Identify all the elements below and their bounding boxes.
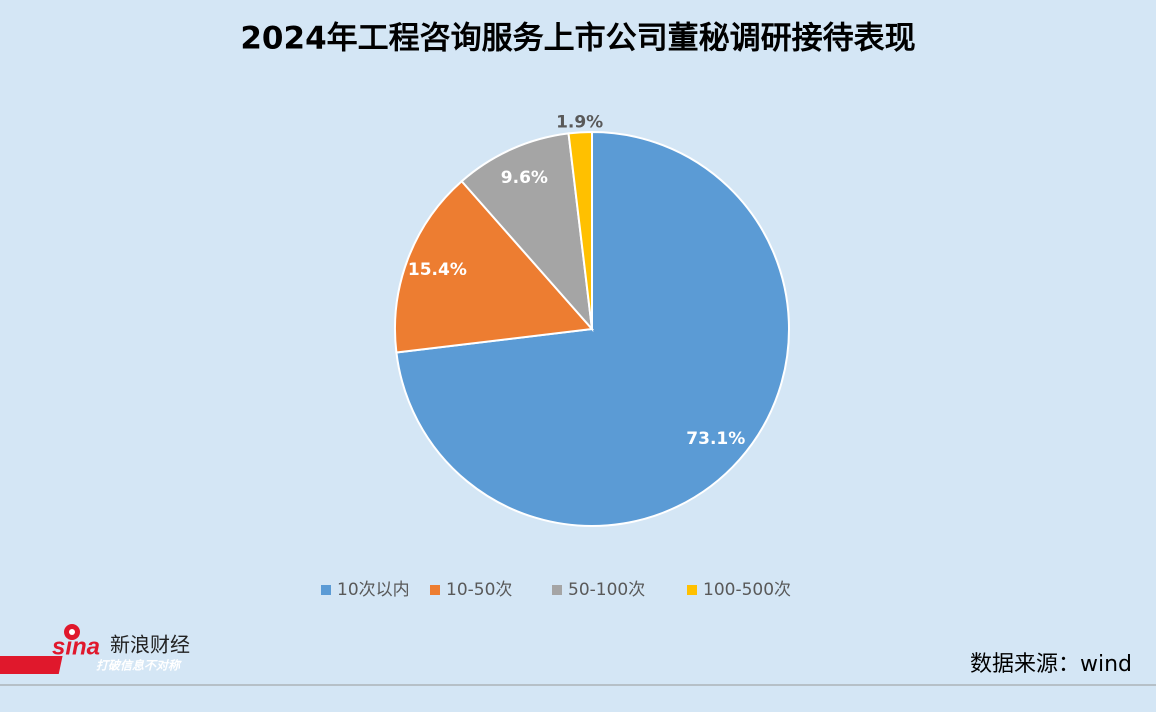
logo-eye-inner (69, 629, 75, 635)
logo-slogan: 打破信息不对称 (96, 659, 182, 673)
source: 数据来源：wind (970, 652, 1132, 677)
legend-swatch (430, 585, 440, 595)
legend-swatch (687, 585, 697, 595)
data-label: 15.4% (408, 260, 467, 280)
logo-brand: sina (52, 633, 100, 660)
legend-swatch (552, 585, 562, 595)
pie-slice (567, 130, 593, 330)
data-label: 1.9% (556, 112, 603, 132)
logo: sina 新浪财经 打破信息不对称 (0, 624, 190, 674)
pie-slice (460, 132, 594, 333)
logo-banner (0, 656, 63, 674)
legend-swatch (321, 585, 331, 595)
data-label: 9.6% (501, 168, 548, 188)
legend-label: 100-500次 (703, 580, 791, 600)
legend-label: 10-50次 (446, 580, 512, 600)
pie-slice (394, 179, 595, 354)
logo-name: 新浪财经 (110, 633, 190, 657)
legend-label: 50-100次 (568, 580, 645, 600)
data-label: 73.1% (686, 429, 745, 449)
legend-label: 10次以内 (337, 580, 410, 600)
chart-title: 2024年工程咨询服务上市公司董秘调研接待表现 (240, 21, 915, 57)
